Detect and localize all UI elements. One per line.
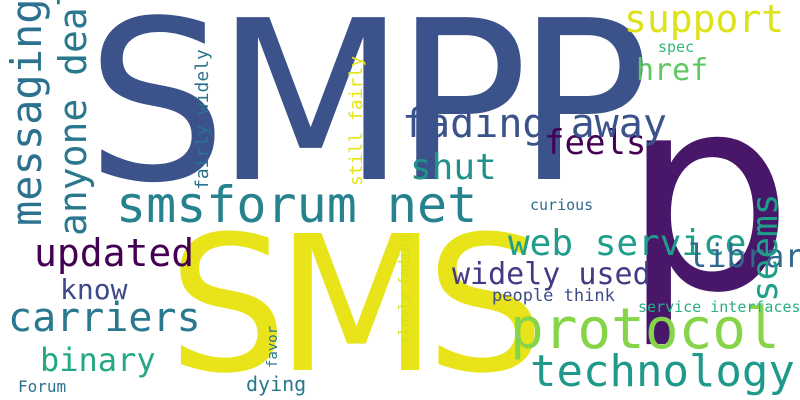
word-forum: know [60,273,128,306]
word-still-fairly: still fairly [346,55,367,186]
word-seems: web service [508,223,747,264]
word-widely-used: people think [492,286,615,306]
word-protocol: protocol [510,297,780,362]
word-support: support [624,0,785,41]
word-dying: binary [40,341,156,379]
word-binary: carriers [8,295,201,341]
word-curious: seems [745,193,786,302]
word-web-service: service interfaces [638,298,800,316]
word-smsforum-net: smsforum net [116,176,478,234]
word-libraries: widely used [452,257,651,292]
word-fading-away: curious [530,196,594,214]
word-feels: shut [410,147,497,188]
word-updated: messaging aggregators [2,0,51,226]
word-service-interfaces: slowly fading [397,234,413,344]
word-technology: technology [530,346,795,397]
word-sms: SMS [168,196,545,400]
word-messaging-aggregators: Forum [18,377,67,396]
word-anyone-dealt: dying [246,372,307,396]
word-href: feels [544,123,647,163]
word-fairly-widely: fairly widely [192,49,213,190]
word-people-think: favor [265,325,281,368]
word-p: p [622,37,794,352]
word-know: updated [34,231,195,275]
word-favor: href [636,53,709,88]
word-carriers: anyone dealt [51,0,95,236]
word-shut: libraries [688,237,800,275]
word-smpp: SMPP [86,0,650,232]
word-spec: fading away [402,101,667,147]
word-slowly-fading: spec [658,38,695,56]
